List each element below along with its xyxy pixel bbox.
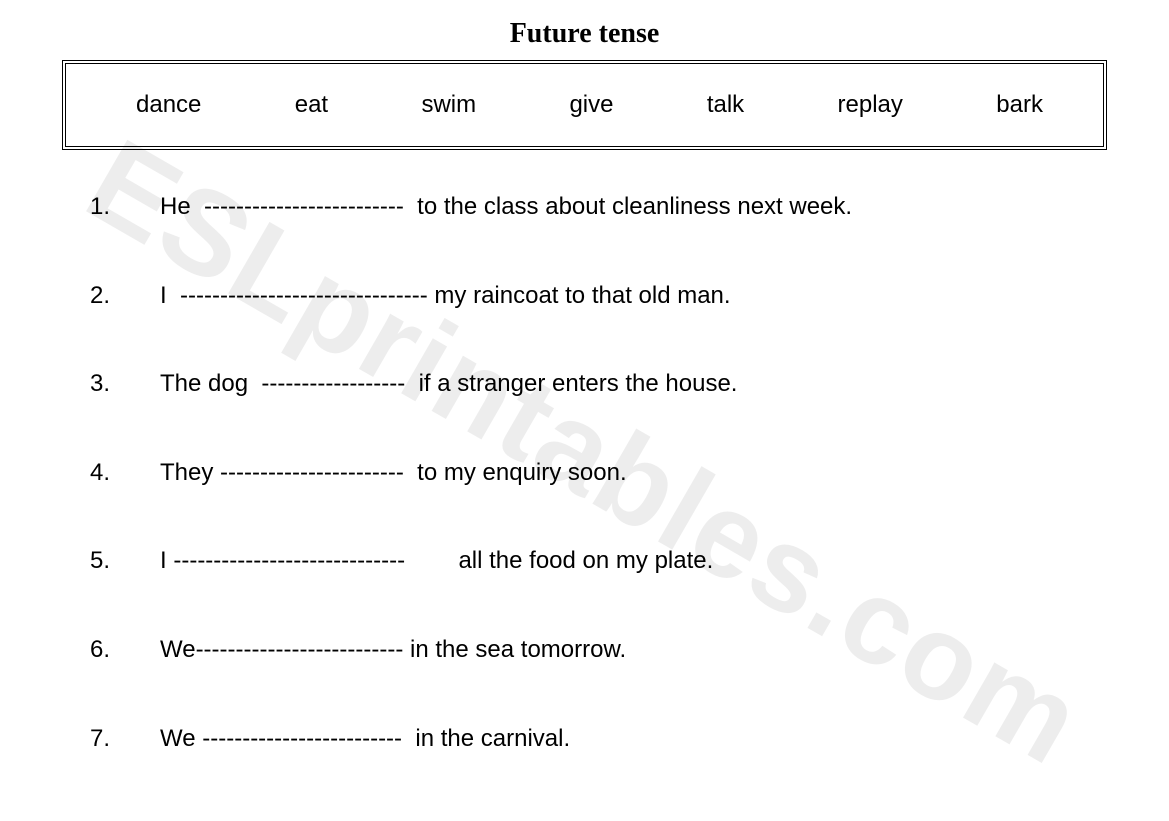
question-list: 1. He ------------------------- to the c… — [90, 190, 1109, 810]
page-title: Future tense — [0, 18, 1169, 50]
question-text: I ------------------------------- my rai… — [160, 279, 1109, 313]
word-bank-item: give — [569, 91, 613, 119]
question-number: 2. — [90, 279, 160, 313]
question-text: We-------------------------- in the sea … — [160, 633, 1109, 667]
question-row: 6. We-------------------------- in the s… — [90, 633, 1109, 667]
word-bank-item: bark — [996, 91, 1043, 119]
question-row: 7. We ------------------------- in the c… — [90, 722, 1109, 756]
word-bank: dance eat swim give talk replay bark — [62, 60, 1107, 150]
question-number: 7. — [90, 722, 160, 756]
question-text: He ------------------------- to the clas… — [160, 190, 1109, 224]
question-number: 4. — [90, 456, 160, 490]
worksheet-page: ESLprintables.com Future tense dance eat… — [0, 0, 1169, 821]
question-text: They ----------------------- to my enqui… — [160, 456, 1109, 490]
question-text: We ------------------------- in the carn… — [160, 722, 1109, 756]
question-text: The dog ------------------ if a stranger… — [160, 367, 1109, 401]
word-bank-item: eat — [295, 91, 328, 119]
word-bank-item: dance — [136, 91, 201, 119]
question-row: 1. He ------------------------- to the c… — [90, 190, 1109, 224]
question-number: 6. — [90, 633, 160, 667]
question-text: I ----------------------------- all the … — [160, 544, 1109, 578]
question-number: 1. — [90, 190, 160, 224]
question-row: 5. I ----------------------------- all t… — [90, 544, 1109, 578]
question-row: 2. I ------------------------------- my … — [90, 279, 1109, 313]
word-bank-item: swim — [421, 91, 476, 119]
question-number: 3. — [90, 367, 160, 401]
word-bank-item: talk — [707, 91, 744, 119]
word-bank-item: replay — [838, 91, 903, 119]
question-number: 5. — [90, 544, 160, 578]
question-row: 3. The dog ------------------ if a stran… — [90, 367, 1109, 401]
question-row: 4. They ----------------------- to my en… — [90, 456, 1109, 490]
